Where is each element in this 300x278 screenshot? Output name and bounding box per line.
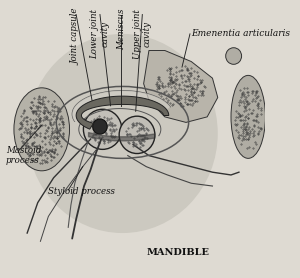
Ellipse shape [83, 109, 122, 149]
Circle shape [27, 34, 218, 233]
Text: Emenentia articularis: Emenentia articularis [191, 29, 290, 38]
Ellipse shape [231, 75, 266, 158]
Text: Meniscus: Meniscus [117, 9, 126, 50]
Ellipse shape [119, 116, 155, 153]
Polygon shape [144, 51, 218, 122]
Text: Joint capsule: Joint capsule [72, 9, 81, 66]
Text: MANDIBLE: MANDIBLE [147, 248, 210, 257]
Text: Upper joint
cavity: Upper joint cavity [133, 9, 152, 59]
Text: Lower joint
cavity: Lower joint cavity [90, 9, 110, 59]
Polygon shape [76, 96, 169, 129]
Text: Mastoid
process: Mastoid process [6, 146, 41, 165]
Ellipse shape [226, 48, 242, 64]
Ellipse shape [93, 119, 107, 134]
Ellipse shape [14, 88, 70, 171]
Text: Styloid process: Styloid process [48, 187, 115, 196]
Polygon shape [72, 91, 170, 121]
